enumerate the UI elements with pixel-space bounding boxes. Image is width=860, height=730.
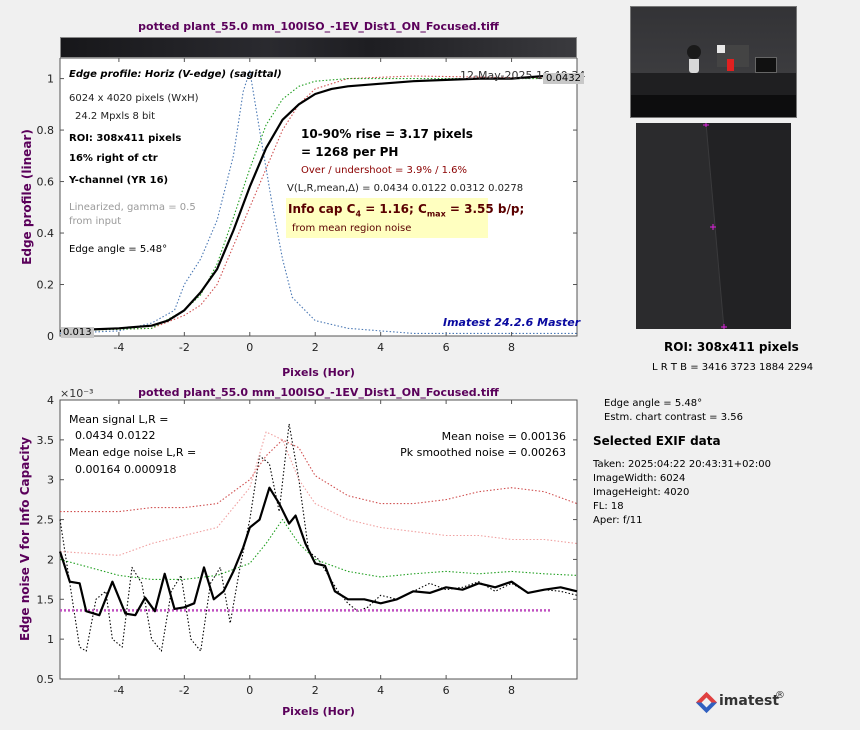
exif-width: ImageWidth: 6024 — [593, 473, 686, 484]
top-badge: 0.0432 — [543, 73, 584, 84]
pot-shape — [689, 59, 699, 73]
exif-fl: FL: 18 — [593, 501, 624, 512]
scene-floor — [631, 95, 796, 117]
x-tick-label: 4 — [377, 684, 384, 697]
profile-heading: Edge profile: Horiz (V-edge) (sagittal) — [69, 69, 282, 80]
mean-signal-values: 0.0434 0.0122 — [75, 429, 156, 442]
y-tick-label: 3 — [47, 474, 54, 487]
x-tick-label: -2 — [179, 684, 190, 697]
top-plot-title: potted plant_55.0 mm_100ISO_-1EV_Dist1_O… — [138, 20, 499, 33]
x-tick-label: 6 — [443, 684, 450, 697]
series-dotted-red — [59, 75, 578, 332]
y-tick-label: 2.5 — [37, 514, 55, 527]
exif-heading: Selected EXIF data — [593, 434, 721, 448]
exif-height: ImageHeight: 4020 — [593, 487, 690, 498]
x-tick-label: 2 — [312, 341, 319, 354]
y-tick-label: 0.6 — [37, 176, 55, 189]
y-tick-label: 0.2 — [37, 279, 55, 292]
info-cap-a-sub: 4 — [355, 209, 362, 219]
bottom-plot-title: potted plant_55.0 mm_100ISO_-1EV_Dist1_O… — [138, 386, 499, 399]
y-exponent: ×10⁻³ — [60, 387, 94, 400]
x-tick-label: 4 — [377, 341, 384, 354]
x-tick-label: 0 — [246, 341, 253, 354]
image-size-line: 6024 x 4020 pixels (WxH) — [69, 93, 199, 104]
edge-noise-chart: -4 -2 0 2 4 6 8 0.5 1 1.5 2 2.5 3 3.5 4 — [37, 394, 578, 697]
exif-aper: Aper: f/11 — [593, 515, 643, 526]
info-cap-b: = 1.16; C — [361, 202, 427, 216]
y-tick-label: 2 — [47, 553, 54, 566]
plot-area — [59, 399, 578, 680]
y-tick-label: 3.5 — [37, 434, 55, 447]
per-ph-line: = 1268 per PH — [301, 145, 399, 159]
imatest-logo: imatest ® — [695, 690, 797, 714]
y-tick-label: 1 — [47, 73, 54, 86]
logo-text: imatest — [719, 693, 780, 709]
info-cap-a: Info cap C — [288, 202, 356, 216]
side-contrast: Estm. chart contrast = 3.56 — [604, 412, 743, 423]
side-roi-label: ROI: 308x411 pixels — [664, 340, 799, 354]
x-tick-label: -4 — [113, 341, 124, 354]
v-stats-line: V(L,R,mean,Δ) = 0.0434 0.0122 0.0312 0.0… — [287, 183, 524, 194]
x-tick-label: 2 — [312, 684, 319, 697]
x-tick-label: 0 — [246, 684, 253, 697]
top-xlabel: Pixels (Hor) — [282, 366, 355, 379]
crosshair-icon — [703, 123, 727, 329]
scene-thumbnail — [630, 6, 797, 118]
channel-line: Y-channel (YR 16) — [69, 175, 169, 186]
chart-target — [717, 45, 749, 67]
mean-edge-noise-values: 0.00164 0.000918 — [75, 463, 177, 476]
side-edge-angle: Edge angle = 5.48° — [604, 398, 703, 409]
x-tick-label: 8 — [508, 341, 515, 354]
edge-angle-line: Edge angle = 5.48° — [69, 244, 168, 255]
chart-white-patch — [717, 45, 725, 53]
y-tick-label: 0.5 — [37, 673, 55, 686]
series-dotted-pink — [59, 431, 578, 556]
logo-registered: ® — [775, 690, 785, 701]
info-cap-b-sub: max — [426, 209, 446, 219]
plot-area — [59, 58, 578, 337]
mpxls-line: 24.2 Mpxls 8 bit — [75, 111, 156, 122]
mean-edge-noise-label: Mean edge noise L,R = — [69, 446, 197, 459]
series-solid-black — [58, 486, 578, 617]
y-tick-label: 1 — [47, 633, 54, 646]
series-solid-black — [59, 74, 578, 332]
overshoot-line: Over / undershoot = 3.9% / 1.6% — [301, 165, 468, 176]
x-tick-label: 8 — [508, 684, 515, 697]
mean-noise-line: Mean noise = 0.00136 — [441, 430, 566, 443]
pk-noise-line: Pk smoothed noise = 0.00263 — [400, 446, 566, 459]
roi-line: ROI: 308x411 pixels — [69, 133, 182, 144]
from-noise-line: from mean region noise — [292, 223, 412, 234]
roi-crop-image — [636, 123, 791, 329]
roi-position-line: 16% right of ctr — [69, 153, 158, 164]
mean-signal-label: Mean signal L,R = — [69, 413, 169, 426]
info-capacity-line: Info cap C4 = 1.16; Cmax = 3.55 b/p; — [288, 202, 524, 218]
y-tick-label: 1.5 — [37, 593, 55, 606]
photo-frame — [755, 57, 777, 73]
bottom-badge: 0.013 — [61, 327, 94, 338]
chart-red-patch — [727, 59, 734, 71]
series-dotted-red — [60, 439, 578, 513]
x-tick-label: -2 — [179, 341, 190, 354]
info-cap-c: = 3.55 b/p; — [445, 202, 525, 216]
y-tick-label: 0.4 — [37, 227, 55, 240]
imatest-version: Imatest 24.2.6 Master — [443, 316, 581, 329]
edge-profile-chart: -4 -2 0 2 4 6 8 0 0.2 0.4 0.6 0.8 1 — [37, 58, 578, 354]
series-dotted-green — [59, 519, 578, 580]
x-tick-label: 6 — [443, 341, 450, 354]
from-input-line: from input — [69, 216, 122, 227]
x-tick-label: -4 — [113, 684, 124, 697]
y-tick-label: 0 — [47, 330, 54, 343]
linearized-line: Linearized, gamma = 0.5 — [69, 202, 196, 213]
y-tick-label: 0.8 — [37, 124, 55, 137]
rise-line: 10-90% rise = 3.17 pixels — [301, 127, 473, 141]
scene-table — [631, 73, 796, 95]
side-lrtb: L R T B = 3416 3723 1884 2294 — [652, 362, 814, 373]
exif-taken: Taken: 2025:04:22 20:43:31+02:00 — [593, 459, 771, 470]
plant-icon — [687, 45, 701, 59]
bottom-xlabel: Pixels (Hor) — [282, 705, 355, 718]
y-tick-label: 4 — [47, 394, 54, 407]
edge-image-strip — [60, 37, 577, 58]
info-capacity-box — [286, 198, 488, 238]
